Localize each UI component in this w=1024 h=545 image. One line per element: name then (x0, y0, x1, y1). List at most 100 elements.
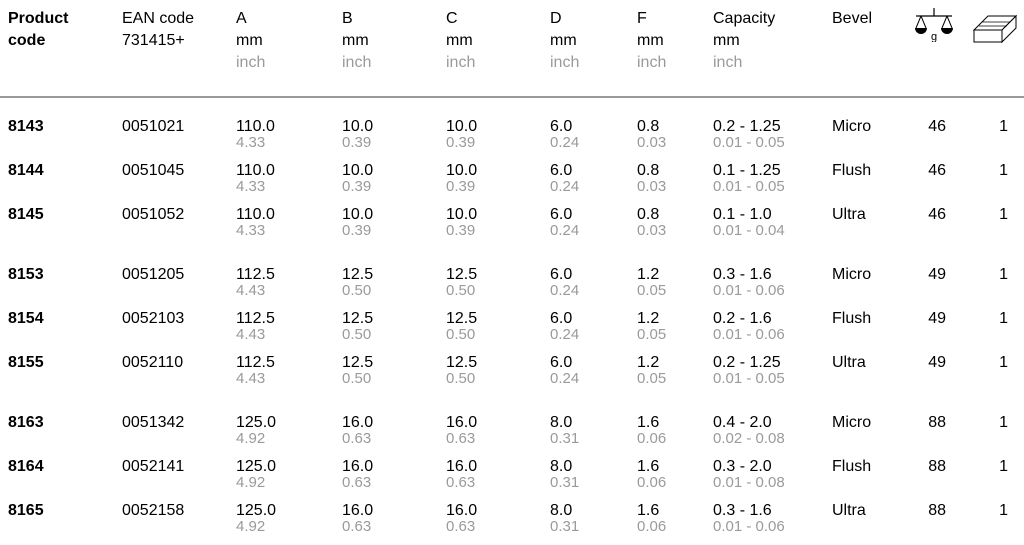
cap-mm-cell: 0.3 - 1.6 (713, 266, 772, 283)
ean-code-cell: 0052110 (122, 354, 184, 371)
b-inch-cell: 0.50 (342, 326, 372, 343)
a-inch-cell: 4.43 (236, 326, 266, 343)
f-mm-cell: 1.2 (637, 354, 660, 371)
header-b: B (342, 10, 353, 27)
cap-inch-cell: 0.01 - 0.06 (713, 518, 785, 535)
f-inch-cell: 0.03 (637, 222, 667, 239)
b-mm-cell: 10.0 (342, 162, 374, 179)
c-mm-cell: 16.0 (446, 414, 478, 431)
ean-code-cell: 0051045 (122, 162, 185, 179)
b-mm-cell: 12.5 (342, 266, 374, 283)
product-code-cell: 8155 (8, 354, 44, 371)
quantity-cell: 1 (999, 354, 1008, 371)
cap-mm-cell: 0.1 - 1.0 (713, 206, 772, 223)
bevel-cell: Micro (832, 266, 872, 283)
product-code-cell: 8145 (8, 206, 44, 223)
ean-code-cell: 0051205 (122, 266, 185, 283)
b-inch-cell: 0.63 (342, 474, 372, 491)
cap-mm-cell: 0.3 - 2.0 (713, 458, 772, 475)
weight-cell: 49 (928, 354, 946, 371)
b-inch-cell: 0.39 (342, 134, 372, 151)
c-mm-cell: 16.0 (446, 502, 478, 519)
product-code-cell: 8164 (8, 458, 44, 475)
d-inch-cell: 0.24 (550, 282, 580, 299)
header-d-inch: inch (550, 54, 580, 71)
d-inch-cell: 0.31 (550, 518, 580, 535)
a-mm-cell: 110.0 (236, 206, 275, 223)
weight-cell: 49 (928, 310, 946, 327)
balance-scale-icon: g (915, 8, 953, 42)
header-f: F (637, 10, 647, 27)
a-mm-cell: 112.5 (236, 266, 275, 283)
ean-code-cell: 0052103 (122, 310, 185, 327)
b-inch-cell: 0.39 (342, 222, 372, 239)
ean-code-cell: 0051021 (122, 118, 185, 135)
cap-mm-cell: 0.3 - 1.6 (713, 502, 772, 519)
d-mm-cell: 6.0 (550, 354, 573, 371)
product-code-cell: 8165 (8, 502, 44, 519)
quantity-cell: 1 (999, 414, 1008, 431)
quantity-cell: 1 (999, 310, 1008, 327)
b-mm-cell: 16.0 (342, 458, 374, 475)
product-code-cell: 8144 (8, 162, 44, 179)
c-mm-cell: 10.0 (446, 162, 478, 179)
d-inch-cell: 0.24 (550, 134, 580, 151)
a-mm-cell: 112.5 (236, 310, 275, 327)
quantity-cell: 1 (999, 206, 1008, 223)
b-inch-cell: 0.50 (342, 282, 372, 299)
b-inch-cell: 0.63 (342, 430, 372, 447)
b-mm-cell: 16.0 (342, 414, 374, 431)
quantity-cell: 1 (999, 502, 1008, 519)
bevel-cell: Ultra (832, 206, 866, 223)
a-mm-cell: 110.0 (236, 162, 275, 179)
a-mm-cell: 112.5 (236, 354, 275, 371)
f-mm-cell: 0.8 (637, 162, 660, 179)
cap-inch-cell: 0.01 - 0.06 (713, 282, 785, 299)
f-mm-cell: 0.8 (637, 118, 660, 135)
c-inch-cell: 0.39 (446, 134, 476, 151)
weight-cell: 88 (928, 458, 946, 475)
ean-code-cell: 0051052 (122, 206, 185, 223)
bevel-cell: Ultra (832, 354, 866, 371)
a-inch-cell: 4.33 (236, 178, 266, 195)
b-mm-cell: 16.0 (342, 502, 374, 519)
a-inch-cell: 4.92 (236, 518, 266, 535)
bevel-cell: Micro (832, 414, 872, 431)
header-f-mm: mm (637, 32, 664, 49)
weight-cell: 46 (928, 206, 946, 223)
header-capacity-mm: mm (713, 32, 740, 49)
c-inch-cell: 0.63 (446, 474, 476, 491)
header-capacity-inch: inch (713, 54, 743, 71)
d-inch-cell: 0.24 (550, 178, 580, 195)
header-a-mm: mm (236, 32, 263, 49)
header-c-mm: mm (446, 32, 473, 49)
bevel-cell: Flush (832, 458, 872, 475)
bevel-cell: Flush (832, 162, 872, 179)
package-box-icon (972, 14, 1018, 44)
f-inch-cell: 0.05 (637, 326, 667, 343)
f-inch-cell: 0.06 (637, 474, 667, 491)
f-mm-cell: 1.6 (637, 458, 660, 475)
header-b-inch: inch (342, 54, 372, 71)
weight-icon-label: g (931, 31, 937, 42)
f-inch-cell: 0.03 (637, 178, 667, 195)
b-inch-cell: 0.39 (342, 178, 372, 195)
f-inch-cell: 0.05 (637, 282, 667, 299)
header-capacity: Capacity (713, 10, 776, 27)
cap-mm-cell: 0.2 - 1.6 (713, 310, 772, 327)
b-inch-cell: 0.63 (342, 518, 372, 535)
c-inch-cell: 0.63 (446, 518, 476, 535)
cap-inch-cell: 0.01 - 0.08 (713, 474, 785, 491)
header-c-inch: inch (446, 54, 476, 71)
c-inch-cell: 0.50 (446, 326, 476, 343)
ean-code-cell: 0052158 (122, 502, 185, 519)
a-inch-cell: 4.33 (236, 222, 266, 239)
f-mm-cell: 1.2 (637, 266, 660, 283)
c-mm-cell: 12.5 (446, 354, 478, 371)
cap-mm-cell: 0.4 - 2.0 (713, 414, 772, 431)
f-mm-cell: 1.6 (637, 414, 660, 431)
f-mm-cell: 0.8 (637, 206, 660, 223)
cap-inch-cell: 0.01 - 0.04 (713, 222, 785, 239)
ean-code-cell: 0052141 (122, 458, 185, 475)
b-mm-cell: 10.0 (342, 206, 374, 223)
